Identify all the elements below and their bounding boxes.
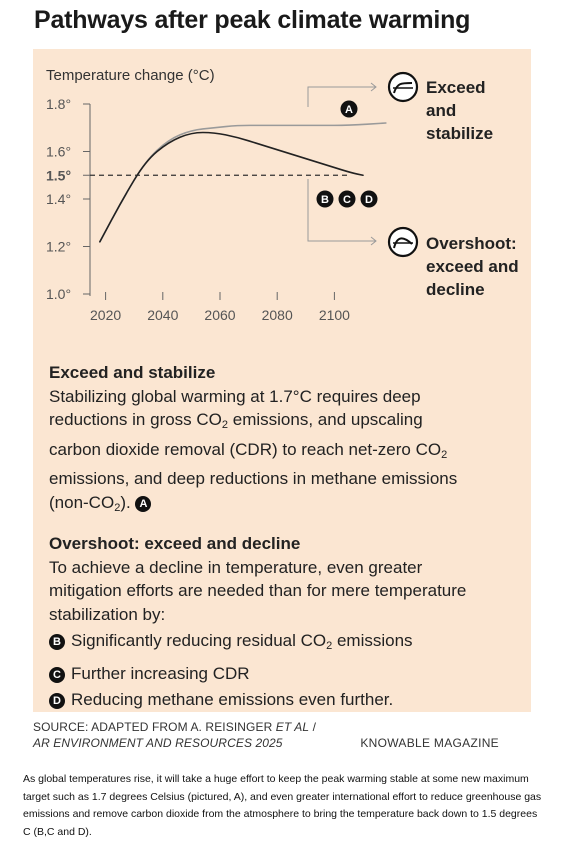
brand-credit: KNOWABLE MAGAZINE: [360, 736, 499, 750]
label-overshoot-decline: exceed and: [426, 257, 519, 276]
exceed-stabilize-icon: [387, 71, 419, 103]
arrow-a-icon: [370, 82, 377, 92]
text-line: stabilization by:: [49, 604, 166, 624]
text-span: SOURCE: ADAPTED FROM A. REISINGER: [33, 720, 276, 734]
subscript: 2: [326, 640, 333, 652]
text-span: emissions, and upscaling: [228, 410, 423, 429]
text-line: Stabilizing global warming at 1.7°C requ…: [49, 386, 421, 406]
figure-caption: As global temperatures rise, it will tak…: [23, 773, 542, 838]
y-tick-label: 1.2°: [46, 239, 71, 255]
badge-c-icon-letter: C: [343, 194, 351, 206]
text-span: ET AL: [275, 720, 310, 734]
page-title: Pathways after peak climate warming: [34, 6, 471, 34]
arrow-bcd-icon: [370, 236, 377, 246]
x-tick-label: 2100: [319, 307, 350, 323]
overshoot-decline-icon: [387, 226, 419, 258]
badge-b-icon-letter: B: [321, 194, 329, 206]
y-tick-label: 1.5°: [46, 167, 71, 183]
text-span: carbon dioxide removal (CDR) to reach ne…: [49, 439, 442, 459]
exceed-stabilize-icon-curve: [393, 82, 413, 94]
y-tick-label: 1.4°: [46, 191, 71, 207]
badge-c-icon: [338, 190, 356, 208]
paragraph-stabilize: Stabilizing global warming at 1.7°C requ…: [49, 385, 519, 521]
list-item: C Further increasing CDR: [49, 662, 519, 686]
badge-b-icon: [316, 190, 334, 208]
label-overshoot-decline: Overshoot:: [426, 234, 517, 253]
text-span: ).: [120, 492, 131, 512]
text-line: (non-CO2). A: [49, 491, 519, 521]
text-span: (non-CO: [49, 492, 115, 512]
y-tick-label: 1.0°: [46, 286, 71, 302]
subscript: 2: [221, 419, 229, 431]
text-span: Significantly reducing residual CO: [71, 631, 327, 650]
badge-a-icon: A: [135, 495, 152, 512]
label-exceed-stabilize: Exceed: [426, 78, 486, 97]
x-tick-label: 2020: [90, 307, 121, 323]
text-span: Further increasing CDR: [71, 663, 250, 683]
section-heading-stabilize: Exceed and stabilize: [49, 363, 216, 382]
source-line: SOURCE: ADAPTED FROM A. REISINGER ET AL …: [33, 719, 316, 735]
text-line: To achieve a decline in temperature, eve…: [49, 557, 423, 577]
chart: Temperature change (°C) 1.0° 1.2° 1.4° 1.5°…: [46, 67, 519, 323]
text-span: Reducing methane emissions even further.: [71, 690, 394, 709]
badge-d-icon-letter: D: [365, 194, 373, 206]
series-line-bcd: [99, 131, 364, 243]
series-layer: [99, 122, 387, 243]
badge-d-icon: [360, 190, 378, 208]
text-line: emissions, and deep reductions in methan…: [49, 469, 458, 488]
badge-b-icon: B: [49, 634, 65, 650]
subscript: 2: [114, 501, 121, 514]
text-line: mitigation efforts are needed than for m…: [49, 581, 467, 600]
series-line-a: [99, 122, 387, 243]
label-overshoot-decline: decline: [426, 280, 485, 299]
x-tick-label: 2060: [204, 307, 235, 323]
text-span: reductions in gross CO: [49, 410, 222, 429]
source-credit: SOURCE: ADAPTED FROM A. REISINGER ET AL …: [33, 719, 316, 751]
text-line: reductions in gross CO2 emissions, and u…: [49, 408, 519, 438]
text-span: emissions: [332, 631, 413, 650]
connector-bcd: [307, 179, 376, 242]
x-tick-label: 2040: [147, 307, 178, 323]
label-exceed-stabilize: and: [426, 101, 456, 120]
label-exceed-stabilize: stabilize: [426, 124, 493, 143]
badge-a-icon: [340, 100, 358, 118]
source-line: AR ENVIRONMENT AND RESOURCES 2025: [33, 736, 283, 750]
text-span: /: [309, 720, 317, 734]
badge-c-icon: C: [49, 666, 65, 683]
y-tick-label: 1.8°: [46, 96, 71, 112]
text-line: carbon dioxide removal (CDR) to reach ne…: [49, 438, 519, 468]
badge-d-icon: D: [49, 693, 65, 709]
badge-a-icon-letter: A: [345, 104, 353, 116]
y-axis-label: Temperature change (°C): [46, 67, 215, 84]
subscript: 2: [441, 448, 448, 461]
annotation-layer: A B C D Exceed and stabilize Overshoot: exceed a…: [307, 71, 519, 299]
list-item: B Significantly reducing residual CO2 emi…: [49, 629, 519, 659]
explanation-text: Exceed and stabilize Stabilizing global …: [49, 361, 519, 712]
axes: 1.0° 1.2° 1.4° 1.5° 1.6° 1.8° 2020 2040 2060 2080…: [46, 96, 351, 323]
list-item: D Reducing methane emissions even further…: [49, 688, 519, 712]
connector-a: [307, 86, 376, 107]
paragraph-overshoot: To achieve a decline in temperature, eve…: [49, 556, 519, 627]
figure-panel: Temperature change (°C) 1.0° 1.2° 1.4° 1.5°…: [33, 49, 531, 750]
section-heading-overshoot: Overshoot: exceed and decline: [49, 534, 301, 553]
x-tick-label: 2080: [262, 307, 293, 323]
y-tick-label: 1.6°: [46, 144, 71, 160]
